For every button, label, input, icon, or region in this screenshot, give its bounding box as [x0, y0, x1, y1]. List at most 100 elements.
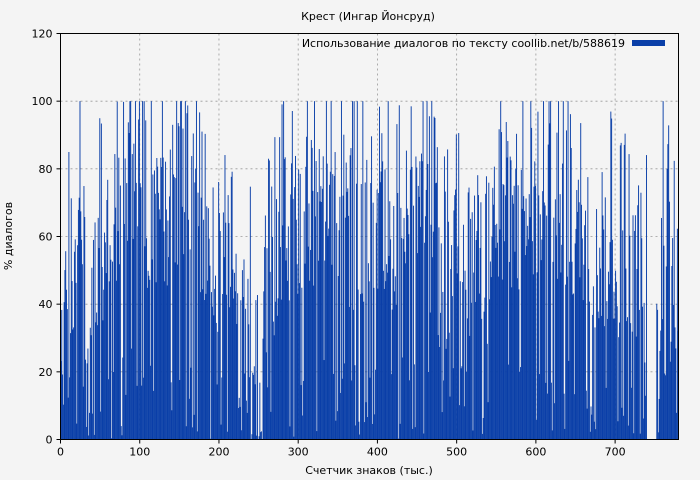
bar — [236, 323, 238, 440]
bar — [528, 194, 530, 440]
bar — [646, 155, 647, 440]
bar — [279, 137, 281, 440]
bar — [237, 293, 239, 440]
bar — [424, 242, 426, 440]
bar — [457, 246, 459, 440]
bar — [93, 434, 95, 440]
bar — [253, 366, 255, 440]
bar — [330, 101, 332, 440]
bar — [132, 238, 134, 440]
bar — [164, 281, 166, 440]
x-tick-label-5: 500 — [446, 446, 467, 459]
bar — [392, 268, 394, 440]
bar — [394, 276, 396, 440]
bar — [230, 176, 232, 440]
bar — [312, 190, 314, 440]
bar — [178, 126, 180, 440]
bar — [569, 261, 571, 440]
x-axis-label: Счетчик знаков (тыс.) — [305, 464, 433, 477]
bar — [353, 101, 355, 440]
bar — [161, 166, 163, 440]
bar — [194, 182, 196, 440]
bar — [671, 266, 673, 440]
bar — [98, 248, 100, 440]
bar — [111, 438, 113, 440]
bar — [423, 433, 425, 440]
bar — [415, 156, 417, 440]
bar — [147, 270, 149, 440]
bar — [352, 309, 354, 440]
bar — [549, 123, 551, 440]
bar — [536, 272, 538, 440]
bar — [509, 156, 511, 440]
bar — [451, 296, 453, 440]
bar — [404, 251, 406, 440]
bar — [169, 196, 170, 440]
bar — [125, 394, 127, 440]
bar — [310, 139, 312, 440]
bar — [361, 293, 363, 440]
bar — [413, 364, 415, 440]
bar — [521, 208, 523, 440]
bar — [268, 158, 270, 440]
bar — [235, 253, 237, 440]
bar — [464, 270, 466, 440]
bar — [428, 371, 430, 440]
bar — [573, 293, 575, 440]
bar — [495, 247, 497, 440]
bar — [406, 208, 408, 440]
bar — [314, 216, 316, 440]
bar — [388, 255, 390, 440]
bar — [386, 264, 388, 440]
bar — [377, 288, 379, 440]
bar — [462, 282, 464, 440]
bar — [295, 155, 296, 440]
bar — [400, 207, 402, 440]
bar — [390, 374, 392, 440]
bar — [615, 270, 617, 440]
bar — [192, 427, 193, 440]
bar — [75, 282, 77, 440]
bar — [63, 302, 65, 440]
bar — [229, 307, 231, 440]
bar — [65, 251, 67, 440]
x-tick-label-4: 400 — [367, 446, 388, 459]
bar — [631, 331, 633, 440]
bar — [247, 278, 249, 440]
bar — [198, 226, 200, 440]
bar — [117, 231, 119, 440]
bar — [92, 239, 94, 440]
bar — [241, 270, 243, 440]
bar — [578, 202, 580, 440]
bar — [218, 181, 220, 440]
bar — [478, 195, 479, 440]
bar — [385, 281, 387, 440]
bar — [245, 400, 247, 440]
bar — [183, 254, 185, 440]
bar — [174, 262, 176, 440]
bar — [113, 224, 115, 440]
bar — [530, 101, 532, 440]
bar — [228, 223, 230, 440]
bar — [348, 306, 350, 440]
bar — [163, 231, 165, 440]
bar — [354, 365, 356, 440]
bar — [329, 171, 331, 440]
bar — [641, 238, 643, 440]
bar — [110, 259, 112, 440]
bar — [230, 286, 231, 440]
bar — [414, 427, 416, 440]
bar — [251, 434, 253, 440]
bar — [456, 273, 458, 440]
bar — [450, 268, 452, 440]
bar — [611, 239, 613, 440]
bar — [660, 330, 662, 440]
bar — [167, 220, 169, 440]
bar — [665, 266, 667, 440]
bar — [538, 195, 540, 440]
bar — [451, 245, 453, 440]
bar — [190, 367, 192, 440]
bar — [504, 195, 506, 440]
bar — [209, 265, 211, 440]
bar — [225, 222, 227, 440]
